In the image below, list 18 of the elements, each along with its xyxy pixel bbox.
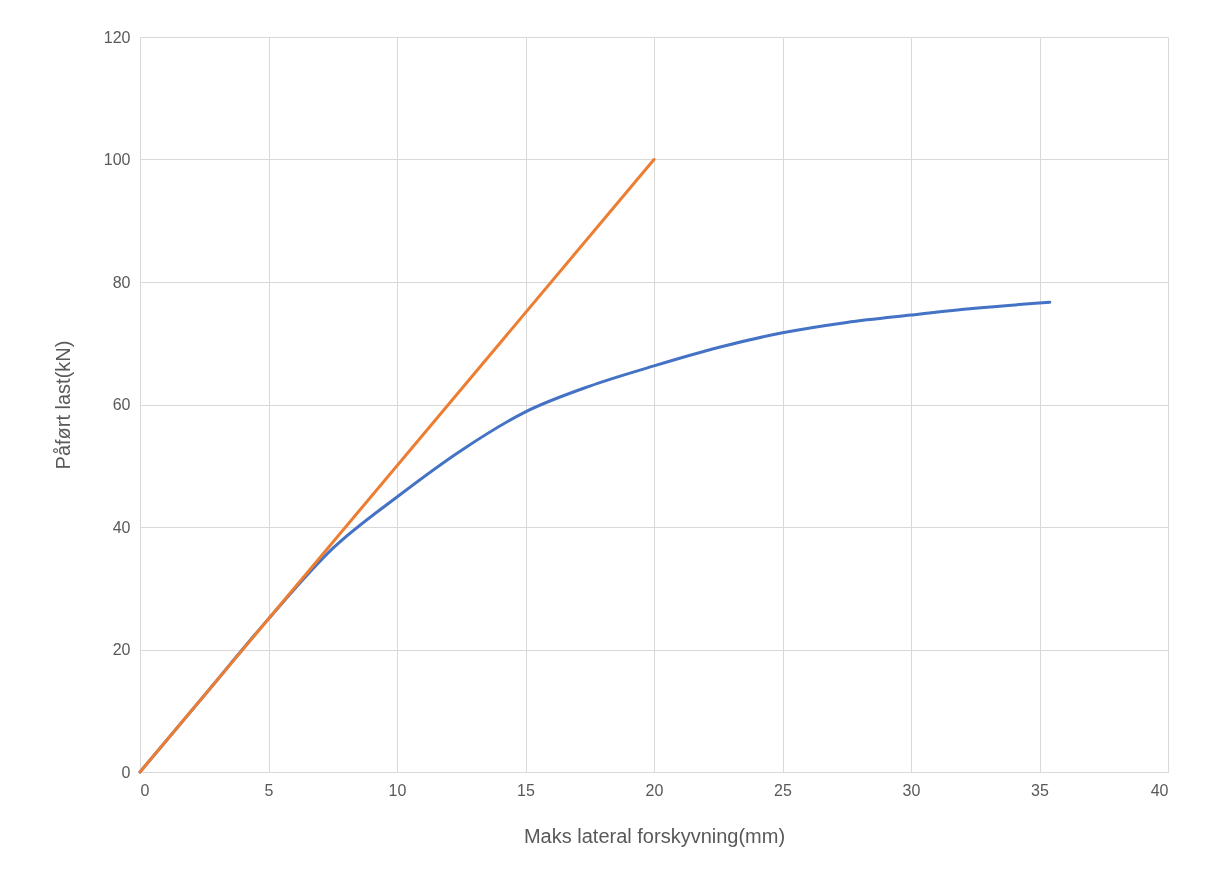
x-tick-label: 40	[1150, 781, 1169, 799]
y-tick-label: 40	[112, 518, 131, 536]
y-tick-label: 0	[121, 763, 131, 781]
x-tick-label: 35	[1031, 781, 1049, 799]
x-tick-label: 5	[264, 781, 274, 799]
x-axis-title: Maks lateral forskyvning(mm)	[523, 824, 786, 847]
x-tick-label: 15	[517, 781, 535, 799]
x-tick-label: 30	[902, 781, 921, 799]
x-tick-label: 20	[645, 781, 664, 799]
x-tick-label: 25	[774, 781, 792, 799]
x-tick-label: 0	[140, 781, 150, 799]
y-axis-title: Påført last(kN)	[51, 340, 74, 470]
y-tick-label: 120	[103, 28, 131, 46]
y-tick-label: 100	[103, 151, 131, 168]
x-tick-label: 10	[388, 781, 407, 799]
y-tick-label: 80	[112, 273, 131, 291]
y-tick-label: 20	[112, 641, 131, 658]
y-tick-label: 60	[112, 396, 131, 413]
